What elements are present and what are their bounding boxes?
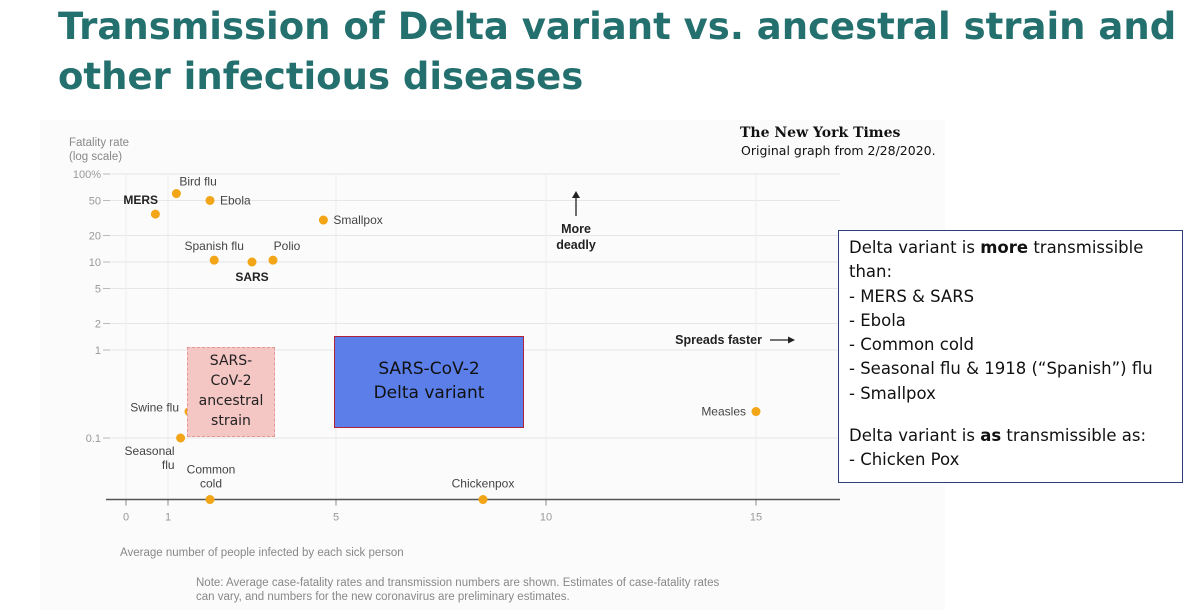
point-label: Polio xyxy=(274,239,301,253)
list-item: - Ebola xyxy=(849,310,906,330)
more-deadly-label: More deadly xyxy=(556,222,596,252)
list-item: - MERS & SARS xyxy=(849,286,975,306)
point-label: Common cold xyxy=(187,463,236,491)
x-tick-label: 15 xyxy=(750,512,762,524)
point-label: Swine flu xyxy=(130,401,179,415)
data-point xyxy=(247,257,257,267)
y-tick-label: 20 xyxy=(89,231,101,243)
list-item: - Common cold xyxy=(849,335,974,355)
point-label: Seasonal flu xyxy=(125,444,175,472)
data-point xyxy=(478,495,488,505)
nyt-logo: The New York Times xyxy=(740,125,901,141)
data-point xyxy=(268,255,278,265)
y-tick-label: 0.1 xyxy=(86,433,101,445)
x-tick-label: 10 xyxy=(540,512,552,524)
point-label: SARS xyxy=(235,270,268,284)
summary-list: - MERS & SARS - Ebola - Common cold - Se… xyxy=(849,285,1172,406)
summary-second: Delta variant is as transmissible as: xyxy=(849,426,1147,446)
y-tick-label: 100% xyxy=(73,169,101,181)
point-label: Ebola xyxy=(220,193,251,207)
summary-second-item: - Chicken Pox xyxy=(849,450,960,470)
ancestral-strain-box: SARS- CoV-2 ancestral strain xyxy=(187,347,275,437)
data-point xyxy=(150,209,160,219)
data-point xyxy=(171,189,181,199)
y-axis-label: Fatality rate (log scale) xyxy=(69,137,129,163)
x-axis-label: Average number of people infected by eac… xyxy=(120,547,404,559)
chart-footnote: Note: Average case-fatality rates and tr… xyxy=(196,577,720,603)
y-tick-label: 1 xyxy=(95,345,101,357)
x-tick-label: 0 xyxy=(123,512,129,524)
data-point xyxy=(751,407,761,417)
source-note: Original graph from 2/28/2020. xyxy=(741,143,936,158)
list-item: - Smallpox xyxy=(849,383,936,403)
point-label: MERS xyxy=(123,193,158,207)
point-label: Smallpox xyxy=(333,213,382,227)
spreads-faster-label: Spreads faster xyxy=(675,333,762,347)
y-tick-label: 2 xyxy=(95,319,101,331)
point-label: Spanish flu xyxy=(185,239,244,253)
data-point xyxy=(176,433,186,443)
data-point xyxy=(318,215,328,225)
y-tick-label: 50 xyxy=(89,195,101,207)
slide-title: Transmission of Delta variant vs. ancest… xyxy=(58,5,1177,98)
right-arrowhead-icon xyxy=(788,336,795,344)
data-point xyxy=(205,495,215,505)
point-label: Bird flu xyxy=(179,175,216,189)
summary-intro: Delta variant is more transmissible than… xyxy=(849,238,1144,282)
x-tick-label: 5 xyxy=(333,512,339,524)
point-label: Measles xyxy=(701,405,746,419)
delta-variant-box: SARS-CoV-2 Delta variant xyxy=(334,336,524,428)
y-tick-label: 5 xyxy=(95,283,101,295)
summary-textbox: Delta variant is more transmissible than… xyxy=(838,230,1183,483)
up-arrowhead-icon xyxy=(572,191,580,198)
list-item: - Seasonal flu & 1918 (“Spanish”) flu xyxy=(849,359,1153,379)
y-tick-label: 10 xyxy=(89,257,101,269)
data-point xyxy=(209,255,219,265)
data-point xyxy=(205,195,215,205)
point-label: Chickenpox xyxy=(452,477,515,491)
x-tick-label: 1 xyxy=(165,512,171,524)
